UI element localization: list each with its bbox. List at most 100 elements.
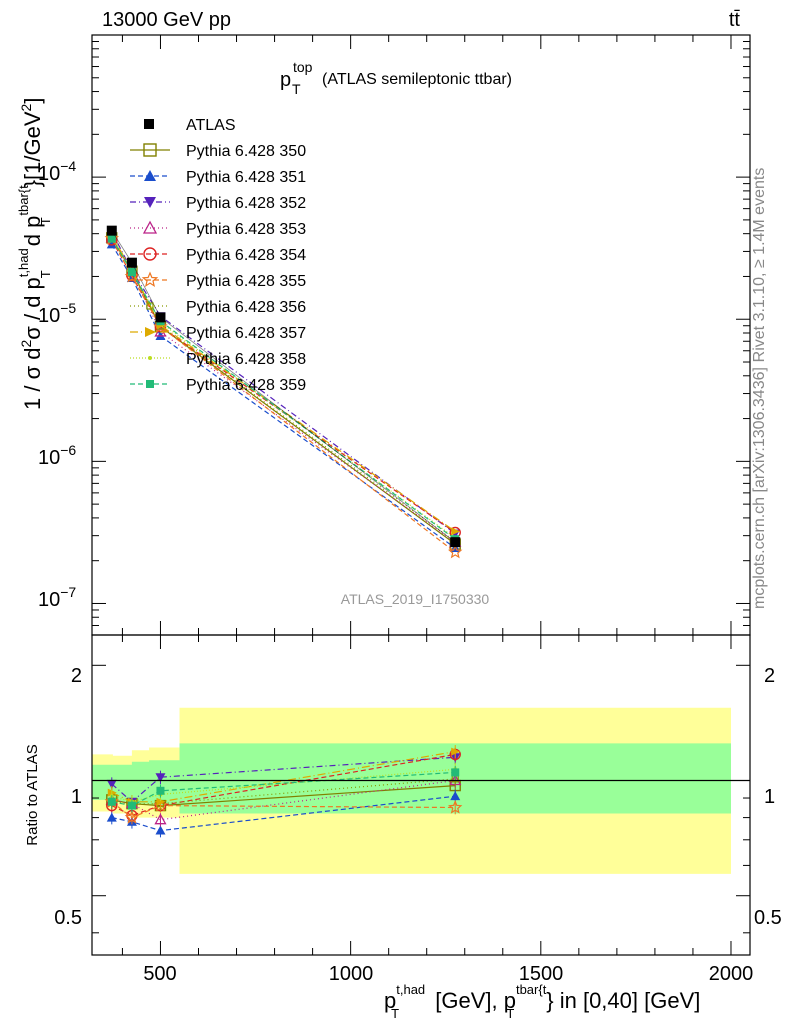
svg-text:10−4: 10−4 — [38, 158, 76, 185]
x-tick-label: 2000 — [709, 963, 754, 985]
ratio-y-tick-label-right: 2 — [764, 665, 775, 687]
legend-label: Pythia 6.428 358 — [186, 351, 306, 368]
ratio-y-tick-label-right: 1 — [764, 786, 775, 808]
xlabel-e: tbar{t — [516, 982, 547, 997]
data-marker — [106, 225, 117, 236]
legend-label: Pythia 6.428 353 — [186, 221, 306, 238]
ratio-uncertainty-bands — [92, 707, 731, 874]
ratio-y-tick-label: 1 — [71, 786, 82, 808]
ratio-y-tick-label-right: 0.5 — [754, 907, 782, 929]
data-series — [106, 225, 461, 548]
main-series-path — [111, 238, 456, 540]
ratio-series-path — [111, 778, 456, 805]
series-marker — [451, 768, 460, 777]
ratio-series-path — [111, 785, 456, 807]
beam-label: 13000 GeV pp — [102, 9, 231, 31]
main-series-path — [111, 237, 456, 543]
xlabel-d: [GeV], p — [429, 988, 516, 1013]
series-marker — [451, 747, 461, 756]
y-tick-exp: −6 — [60, 442, 76, 458]
ylabel-e: T — [38, 270, 53, 278]
ylabel-d: t,had — [16, 248, 31, 277]
series-marker — [145, 327, 156, 337]
series-marker — [144, 197, 156, 208]
ylabel-b: 2 — [18, 340, 34, 348]
series-marker — [143, 247, 157, 261]
ylabel-j: 2 — [18, 103, 34, 111]
series-marker — [106, 812, 117, 822]
y-tick-exp: −4 — [60, 158, 76, 174]
main-series-path — [111, 239, 456, 533]
series-marker — [156, 797, 166, 806]
svg-text:10−7: 10−7 — [38, 584, 76, 611]
ratio-series-path — [111, 756, 456, 803]
series-marker — [146, 380, 154, 388]
series-marker — [448, 799, 463, 814]
axis-ticks — [92, 34, 750, 955]
mcplots-label: mcplots.cern.ch [arXiv:1306.3436] — [751, 367, 768, 609]
series-marker — [127, 267, 136, 276]
legend-label: Pythia 6.428 351 — [186, 169, 306, 186]
x-tick-label: 1500 — [519, 963, 564, 985]
series-marker — [124, 810, 140, 824]
series-marker — [143, 143, 157, 157]
ratio-series-path — [111, 771, 456, 807]
y-tick-base: 10 — [38, 163, 60, 185]
series-marker — [141, 271, 159, 287]
plot-title-sub: T — [292, 81, 301, 97]
series-marker — [447, 544, 463, 559]
series-marker — [450, 791, 461, 801]
ratio-band-inner — [92, 743, 731, 814]
xlabel-g: } in [0,40] [GeV] — [546, 988, 700, 1013]
ratio-series-group — [104, 745, 463, 838]
svg-text:10−5: 10−5 — [38, 300, 76, 327]
series-marker — [451, 527, 461, 536]
series-marker — [107, 797, 116, 806]
ratio-y-axis-label: Ratio to ATLAS — [24, 744, 41, 845]
series-marker — [154, 813, 167, 825]
xlabel-f: T — [506, 1006, 514, 1021]
ylabel-i: }[1/GeV — [20, 111, 45, 187]
xlabel-b: t,had — [396, 982, 425, 997]
x-tick-label: 1000 — [329, 963, 374, 985]
legend: ATLAS Pythia 6.428 350 Pythia 6.428 351 Pyt… — [130, 117, 306, 394]
ylabel-a: 1 / σ d — [20, 348, 45, 411]
data-connector — [111, 230, 456, 543]
xlabel-c: T — [391, 1006, 399, 1021]
rivet-label: Rivet 3.1.10, ≥ 1.4M events — [751, 168, 768, 363]
main-series-group — [104, 225, 463, 559]
y-tick-base: 10 — [38, 447, 60, 469]
series-marker — [124, 268, 140, 283]
ratio-series-path — [111, 795, 456, 832]
y-tick-exp: −5 — [60, 300, 76, 316]
ylabel-c: σ / d p — [20, 277, 45, 340]
series-marker — [127, 801, 136, 810]
legend-label: Pythia 6.428 357 — [186, 325, 306, 342]
series-marker — [148, 356, 152, 360]
series-marker — [155, 825, 166, 835]
y-tick-base: 10 — [38, 305, 60, 327]
plot-title-sup: top — [293, 59, 313, 75]
y-tick-base: 10 — [38, 589, 60, 611]
series-marker — [156, 786, 165, 795]
legend-label: Pythia 6.428 355 — [186, 273, 306, 290]
xlabel-a: p — [384, 988, 396, 1013]
legend-label: Pythia 6.428 354 — [186, 247, 306, 264]
ratio-series-path — [111, 801, 456, 819]
series-marker — [106, 239, 117, 249]
series-marker — [107, 234, 116, 243]
ylabel-k: ] — [20, 98, 45, 104]
main-series-path — [111, 234, 456, 532]
series-marker — [106, 779, 117, 789]
y-tick-label-main: 10−4 10−5 10−6 10−7 — [38, 158, 76, 611]
ratio-y-tick-label: 2 — [71, 665, 82, 687]
legend-label: Pythia 6.428 359 — [186, 377, 306, 394]
plot-title-main: p — [280, 69, 291, 91]
ratio-series-line — [107, 745, 461, 809]
ratio-series-line — [107, 765, 460, 813]
y-tick-exp: −7 — [60, 584, 76, 600]
legend-label: Pythia 6.428 352 — [186, 195, 306, 212]
main-series-path — [111, 244, 456, 549]
series-marker — [146, 302, 154, 310]
